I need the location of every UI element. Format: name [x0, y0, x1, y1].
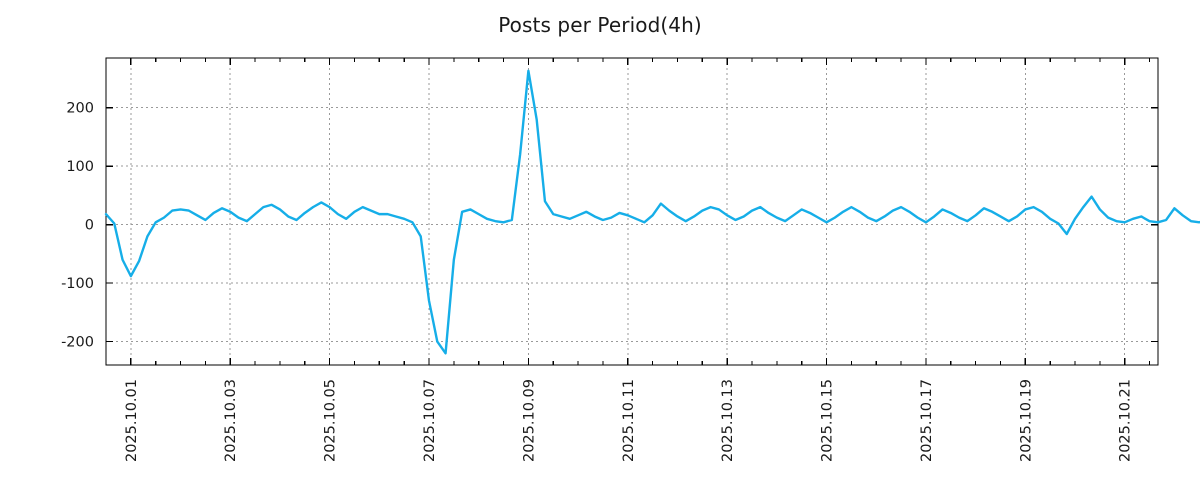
y-tick-label: -200 [61, 335, 94, 351]
x-tick-label: 2025.10.11 [621, 379, 637, 462]
y-gridlines [106, 107, 1158, 343]
x-tick-label: 2025.10.07 [422, 379, 438, 462]
x-tick-label: 2025.10.01 [124, 379, 140, 462]
x-tick-label: 2025.10.17 [919, 379, 935, 462]
x-gridlines [130, 58, 1126, 365]
x-tick-label: 2025.10.13 [720, 379, 736, 462]
plot-frame [105, 57, 1159, 366]
x-tick-label: 2025.10.21 [1118, 379, 1134, 462]
x-tick-label: 2025.10.03 [223, 379, 239, 462]
x-tick-label: 2025.10.19 [1018, 379, 1034, 462]
y-tick-label: 100 [66, 159, 94, 175]
series-line [104, 69, 1200, 355]
y-tick-label: 200 [66, 101, 94, 117]
x-axis-ticks [130, 58, 1151, 365]
chart-title: Posts per Period(4h) [498, 13, 702, 37]
x-tick-label: 2025.10.15 [820, 379, 836, 462]
y-axis-ticks [106, 107, 1158, 343]
x-tick-label: 2025.10.09 [521, 379, 537, 462]
x-tick-label: 2025.10.05 [323, 379, 339, 462]
y-axis-tick-labels: -200 -100 0 100 200 [61, 101, 94, 351]
y-tick-label: -100 [61, 276, 94, 292]
y-tick-label: 0 [85, 218, 94, 234]
x-axis-tick-labels: 2025.10.01 2025.10.03 2025.10.05 2025.10.07… [124, 379, 1134, 462]
data-series-group [104, 69, 1200, 355]
